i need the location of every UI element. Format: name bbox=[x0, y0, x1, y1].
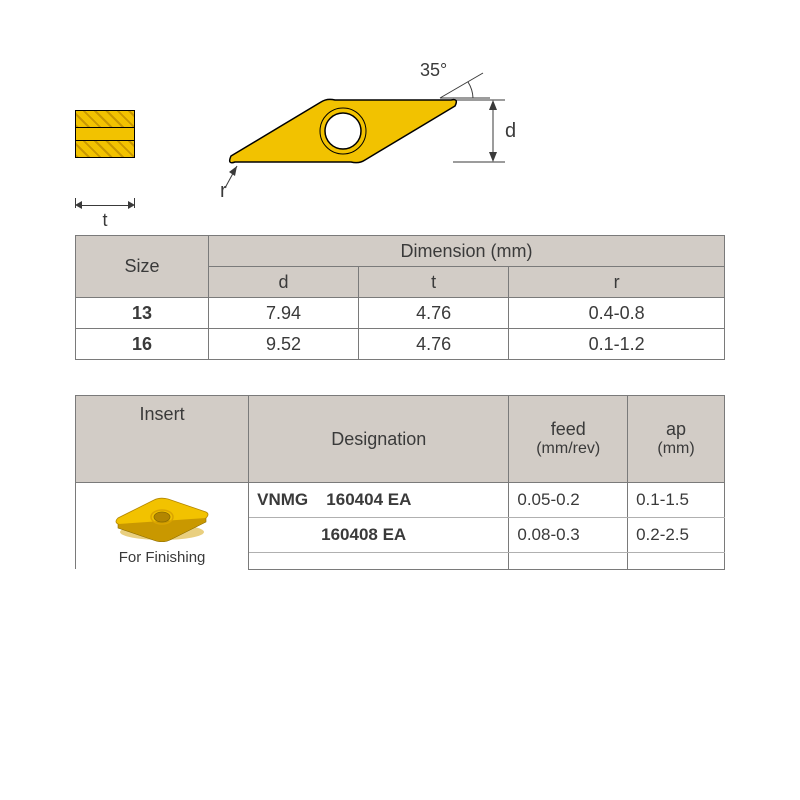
d-cell: 9.52 bbox=[209, 329, 359, 360]
designation-header: Designation bbox=[249, 396, 509, 483]
d-cell: 7.94 bbox=[209, 298, 359, 329]
ap-header: ap (mm) bbox=[628, 396, 725, 483]
designation-table: Insert Designation feed (mm/rev) ap (mm) bbox=[75, 395, 725, 570]
designation-cell: VNMG 160404 EA bbox=[249, 483, 509, 518]
table-row: 13 7.94 4.76 0.4-0.8 bbox=[76, 298, 725, 329]
t-cell: 4.76 bbox=[359, 298, 509, 329]
top-view-diagram bbox=[215, 70, 545, 215]
technical-diagram: t bbox=[75, 70, 725, 230]
feed-cell: 0.08-0.3 bbox=[509, 517, 628, 552]
dimension-table: Size Dimension (mm) d t r 13 7.94 4.76 0… bbox=[75, 235, 725, 360]
size-cell: 13 bbox=[76, 298, 209, 329]
side-view-diagram: t bbox=[75, 110, 135, 158]
r-dimension-label: r bbox=[220, 180, 227, 203]
designation-cell: 160408 EA bbox=[249, 517, 509, 552]
t-cell: 4.76 bbox=[359, 329, 509, 360]
ap-cell: 0.2-2.5 bbox=[628, 517, 725, 552]
angle-label: 35° bbox=[420, 60, 447, 81]
t-dimension-label: t bbox=[102, 210, 107, 230]
ap-cell: 0.1-1.5 bbox=[628, 483, 725, 518]
size-header: Size bbox=[76, 236, 209, 298]
dimension-header: Dimension (mm) bbox=[209, 236, 725, 267]
insert-header: Insert bbox=[76, 396, 249, 483]
r-cell: 0.1-1.2 bbox=[509, 329, 725, 360]
size-cell: 16 bbox=[76, 329, 209, 360]
insert-icon bbox=[112, 492, 212, 547]
insert-image-cell: For Finishing bbox=[76, 483, 249, 570]
insert-caption: For Finishing bbox=[84, 549, 240, 566]
d-dimension-label: d bbox=[505, 120, 516, 143]
col-t: t bbox=[359, 267, 509, 298]
feed-cell: 0.05-0.2 bbox=[509, 483, 628, 518]
table-row: For Finishing VNMG 160404 EA 0.05-0.2 0.… bbox=[76, 483, 725, 518]
col-r: r bbox=[509, 267, 725, 298]
table-row: 16 9.52 4.76 0.1-1.2 bbox=[76, 329, 725, 360]
feed-header: feed (mm/rev) bbox=[509, 396, 628, 483]
col-d: d bbox=[209, 267, 359, 298]
r-cell: 0.4-0.8 bbox=[509, 298, 725, 329]
